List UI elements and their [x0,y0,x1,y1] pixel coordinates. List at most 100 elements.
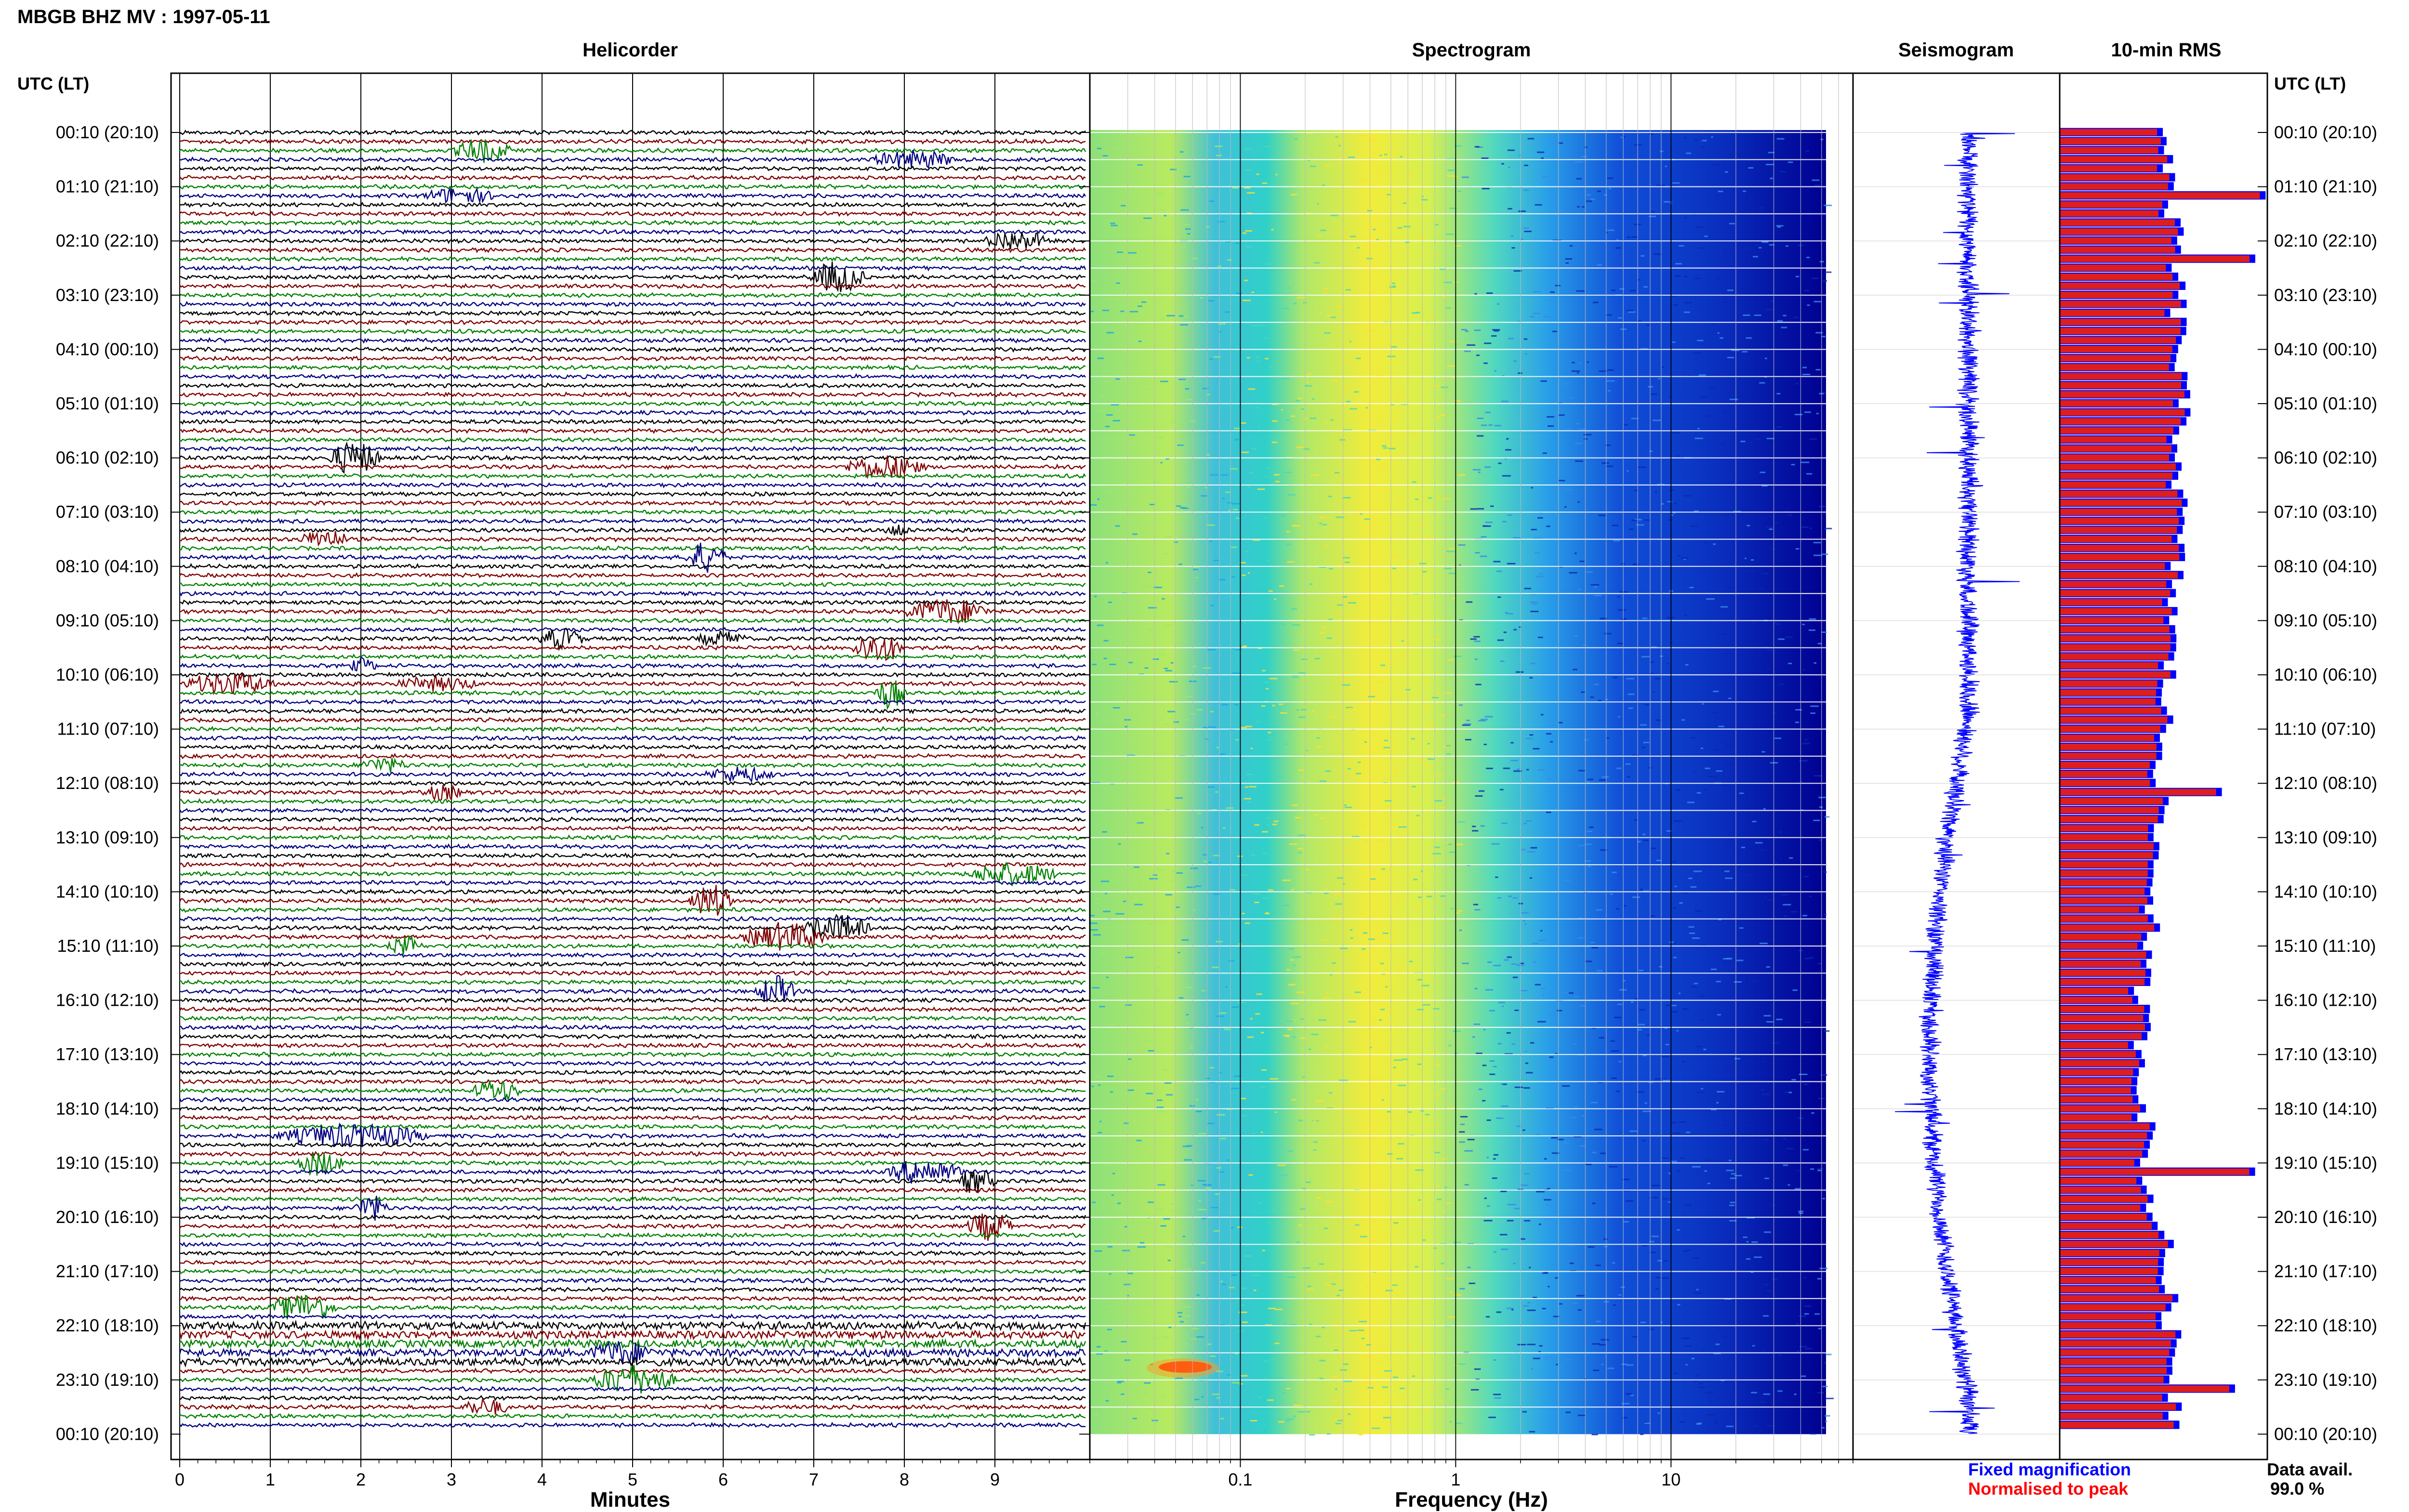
spectrogram-speckle [1502,1005,1504,1007]
spectrogram-speckle [1727,154,1735,156]
spectrogram-speckle [1193,909,1195,911]
spectrogram-speckle [1548,1286,1550,1288]
helicorder-trace [179,816,1086,823]
spectrogram-speckle [1142,587,1146,589]
spectrogram-speckle [1099,1006,1105,1008]
spectrogram-speckle [1235,739,1239,741]
spectrogram-speckle [1090,922,1098,924]
spectrogram-speckle [1477,508,1484,510]
spectrogram-speckle [1275,481,1280,483]
spectrogram-speckle [1507,514,1512,516]
spectrogram-speckle [1491,843,1500,845]
spectrogram-speckle [1349,341,1351,342]
spectrogram-speckle [1641,348,1648,350]
spectrogram-speckle [1706,1392,1714,1394]
helicorder-trace [179,301,1086,308]
spectrogram-speckle [1166,853,1170,855]
spectrogram-speckle [1726,1425,1734,1427]
spectrogram-speckle [1650,915,1655,917]
spectrogram-speckle [1565,262,1569,264]
rms-bar-normalised [2060,436,2167,443]
spectrogram-speckle [1407,1111,1412,1113]
spectrogram-speckle [1386,819,1393,821]
spectrogram-speckle [1592,1152,1597,1154]
spectrogram-speckle [1751,1392,1757,1394]
spectrogram-speckle [1112,633,1120,635]
spectrogram-speckle [1457,474,1466,476]
spectrogram-speckle [1462,724,1470,726]
spectrogram-speckle [1339,1329,1345,1331]
spectrogram-speckle [1189,1105,1195,1107]
spectrogram-speckle [1584,146,1588,148]
spectrogram-speckle [1778,1354,1781,1356]
spectrogram-speckle [1098,1084,1101,1086]
spectrogram-speckle [1802,374,1811,375]
helicorder-trace [179,500,1086,506]
spectrogram-speckle [1590,198,1595,200]
spectrogram-speckle [1387,1059,1391,1061]
spectrogram-speckle [1607,369,1614,371]
spectrogram-speckle [1202,388,1209,389]
spectrogram-speckle [1622,1417,1628,1419]
spectrogram-speckle [1160,1225,1166,1227]
spectrogram-speckle [1106,332,1114,334]
spectrogram-speckle [1721,1124,1729,1126]
spectrogram-speckle [1125,1248,1132,1249]
spectrogram-speckle [1090,1131,1099,1133]
spectrogram-speckle [1606,465,1613,467]
spectrogram-speckle [1670,1160,1677,1162]
spectrogram-speckle [1550,291,1555,293]
rms-bar-normalised [2060,174,2170,181]
spectrogram-speckle [1148,607,1157,609]
spectrogram-speckle [1592,1027,1596,1029]
spectrogram-speckle [1708,388,1715,389]
spectrogram-speckle [1577,1309,1582,1311]
spectrogram-speckle [1335,1423,1341,1424]
spectrogram-speckle [1699,140,1707,142]
rms-bar-normalised [2060,987,2129,995]
spectrogram-speckle [1742,317,1747,319]
spectrogram-speckle [1201,827,1204,828]
helicorder-trace [179,292,1086,299]
spectrogram-speckle [1319,1263,1324,1265]
spectrogram-speckle [1170,662,1174,664]
spectrogram-speckle [1213,356,1221,358]
spectrogram-speckle [1494,425,1501,427]
spectrogram-speckle [1472,826,1476,828]
spectrogram-speckle [1686,152,1691,154]
spectrogram-speckle [1477,435,1484,437]
spectrogram-speckle [1522,1411,1527,1413]
spectrogram-speckle [1348,1413,1351,1415]
spectrogram-speckle [1143,1065,1147,1067]
spectrogram-speckle [1531,528,1537,530]
spectrogram-speckle [1595,1264,1601,1266]
spectrogram-speckle [1634,144,1642,146]
spectrogram-speckle [1306,381,1310,383]
legend-fixed-magnification: Fixed magnification [1968,1459,2131,1479]
spectrogram-speckle [1137,1246,1146,1248]
spectrogram-speckle [1618,1294,1622,1296]
spectrogram-speckle [1319,632,1325,634]
rms-bar-normalised [2060,382,2181,389]
spectrogram-speckle [1353,637,1358,639]
spectrogram-speckle [1810,1168,1814,1170]
spectrogram-speckle [1212,966,1219,968]
spectrogram-speckle [1545,1358,1547,1360]
spectrogram-speckle [1761,485,1768,487]
spectrogram-speckle [1461,176,1469,178]
spectrogram-speckle [1572,362,1575,364]
rms-bar-normalised [2060,346,2172,353]
spectrogram-speckle [1389,1412,1391,1414]
spectrogram-speckle [1383,998,1387,1000]
spectrogram-speckle [1476,1052,1482,1054]
spectrogram-speckle [1207,786,1215,788]
spectrogram-speckle [1611,1050,1619,1052]
spectrogram-speckle [1471,1389,1479,1391]
spectrogram-speckle [1611,289,1615,291]
spectrogram-speckle [1574,1136,1582,1138]
spectrogram-speckle [1285,1420,1291,1422]
spectrogram-speckle [1280,712,1287,714]
spectrogram-speckle [1278,515,1286,517]
spectrogram-speckle [1536,1191,1545,1193]
spectrogram-speckle [1311,710,1315,712]
